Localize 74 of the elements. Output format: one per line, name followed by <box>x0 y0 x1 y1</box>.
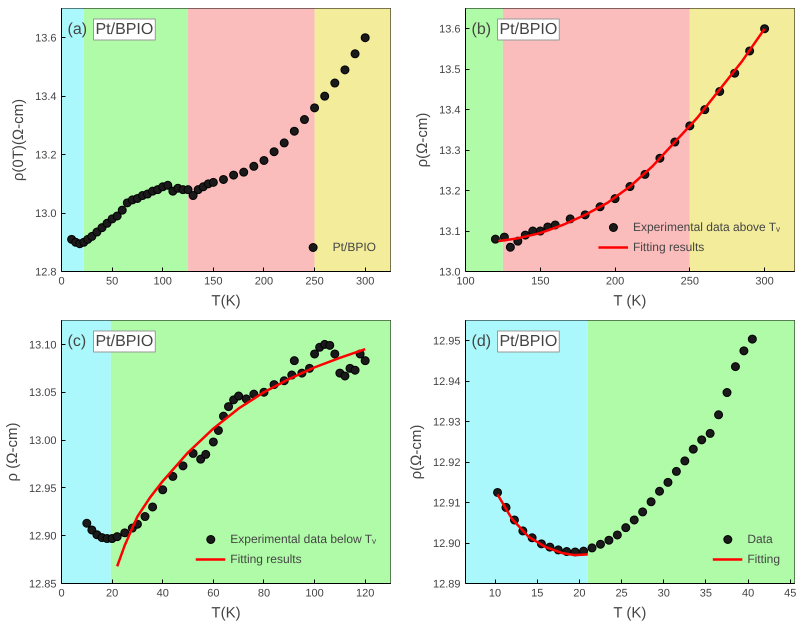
x-tick-label: 250 <box>305 276 324 288</box>
y-axis-title: ρ(0T)(Ω-cm) <box>10 98 28 182</box>
legend-label: Experimental data below Tᵥ <box>230 532 376 546</box>
y-tick-label: 13.1 <box>439 226 461 238</box>
x-tick-label: 150 <box>204 276 223 288</box>
x-tick-label: 30 <box>658 588 670 600</box>
x-tick-label: 100 <box>456 276 475 288</box>
y-tick-label: 12.94 <box>432 376 461 388</box>
x-axis-title: T(K) <box>211 292 241 310</box>
y-tick-label: 13.05 <box>28 387 57 400</box>
y-tick-label: 12.85 <box>28 578 57 590</box>
y-tick-label: 12.92 <box>432 457 461 470</box>
x-tick-label: 100 <box>305 588 324 600</box>
y-tick-label: 12.8 <box>35 266 57 278</box>
x-tick-label: 200 <box>254 276 274 288</box>
legend-label: Data <box>747 532 773 546</box>
y-axis-title: ρ(Ω-cm) <box>414 112 432 168</box>
legend-label: Fitting <box>747 552 780 566</box>
x-tick-label: 50 <box>106 276 118 288</box>
x-tick-label: 0 <box>58 276 65 288</box>
x-axis-title: T (K) <box>613 292 646 310</box>
annotation: Pt/BPIO <box>96 333 154 350</box>
x-tick-label: 10 <box>488 588 502 600</box>
y-tick-label: 13.5 <box>439 64 461 76</box>
annotation: Pt/BPIO <box>96 21 154 38</box>
x-tick-label: 35 <box>700 588 712 600</box>
y-tick-label: 13.00 <box>28 435 57 448</box>
annotation: (a) <box>68 21 88 38</box>
y-tick-label: 13.2 <box>439 186 461 198</box>
x-axis-title: T (K) <box>613 604 646 622</box>
legend-label: Fitting results <box>230 552 302 566</box>
y-tick-label: 13.4 <box>439 104 461 117</box>
y-tick-label: 12.90 <box>432 538 461 550</box>
x-tick-label: 200 <box>606 276 624 288</box>
y-axis-title: ρ(Ω-cm) <box>408 424 425 480</box>
annotation: (d) <box>472 333 492 350</box>
y-tick-label: 13.4 <box>35 91 57 104</box>
y-tick-label: 13.0 <box>35 208 57 220</box>
y-tick-label: 13.3 <box>439 145 461 158</box>
y-tick-label: 13.6 <box>439 24 461 36</box>
legend-label: Experimental data above Tᵥ <box>632 220 780 234</box>
x-tick-label: 60 <box>207 588 220 600</box>
y-tick-label: 12.95 <box>28 482 57 495</box>
x-tick-label: 120 <box>356 588 374 600</box>
x-tick-label: 20 <box>106 588 118 600</box>
y-tick-label: 12.90 <box>28 530 57 543</box>
x-axis-title: T(K) <box>211 604 241 622</box>
x-tick-label: 300 <box>755 276 774 288</box>
x-tick-label: 40 <box>742 588 754 600</box>
x-tick-label: 45 <box>784 588 796 600</box>
annotation: Pt/BPIO <box>500 21 558 38</box>
legend-label: Fitting results <box>632 240 704 254</box>
y-tick-label: 12.93 <box>432 416 461 429</box>
annotation: (c) <box>68 333 86 350</box>
annotation: (b) <box>472 21 492 38</box>
x-tick-label: 250 <box>680 276 699 288</box>
y-tick-label: 12.95 <box>432 336 461 348</box>
x-tick-label: 15 <box>531 588 544 600</box>
y-axis-title: ρ (Ω-cm) <box>4 422 21 482</box>
x-tick-label: 80 <box>258 588 270 600</box>
x-tick-label: 25 <box>615 588 628 600</box>
y-tick-label: 12.89 <box>432 578 461 590</box>
x-tick-label: 300 <box>356 276 374 288</box>
x-tick-label: 100 <box>154 276 172 288</box>
annotation: Pt/BPIO <box>500 333 558 350</box>
y-tick-label: 13.2 <box>35 150 57 162</box>
y-tick-label: 13.6 <box>35 32 57 45</box>
x-tick-label: 0 <box>58 588 65 600</box>
x-tick-label: 40 <box>156 588 169 600</box>
x-tick-label: 20 <box>573 588 586 600</box>
legend-label: Pt/BPIO <box>332 240 376 254</box>
x-tick-label: 150 <box>531 276 550 288</box>
y-tick-label: 12.91 <box>432 498 461 510</box>
y-tick-label: 13.10 <box>28 339 57 352</box>
